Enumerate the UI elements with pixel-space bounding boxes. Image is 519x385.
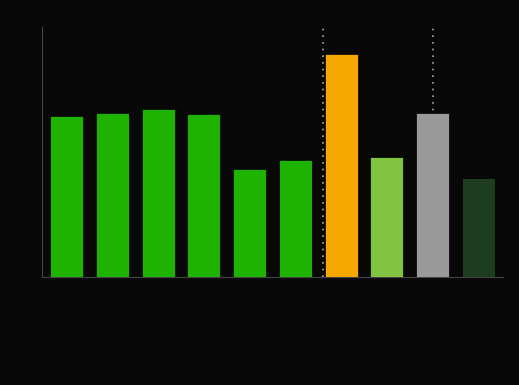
Bar [462,178,495,277]
Bar [50,116,83,277]
Bar [324,54,358,277]
Bar [187,114,221,277]
Bar [142,109,174,277]
Bar [416,112,449,277]
Bar [279,160,312,277]
Bar [96,112,129,277]
Bar [233,169,266,277]
Bar [371,157,403,277]
